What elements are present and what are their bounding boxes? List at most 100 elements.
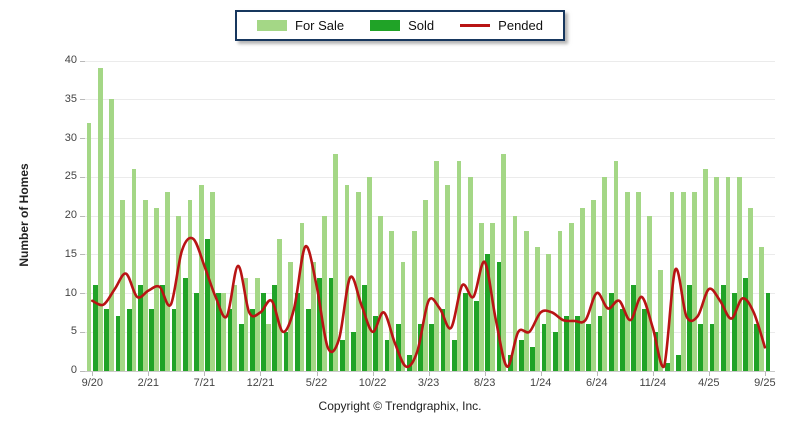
bar-for-sale [254, 277, 260, 371]
y-tick-mark [80, 293, 85, 294]
bar-sold [395, 324, 401, 371]
x-tick-label: 10/22 [358, 376, 387, 389]
bar-sold [676, 355, 681, 371]
bar-for-sale [243, 277, 249, 371]
bar-sold [698, 324, 704, 371]
bar-sold [250, 308, 255, 371]
y-tick-label: 20 [64, 209, 77, 221]
bar-for-sale [512, 215, 518, 371]
bar-sold [541, 324, 547, 371]
for-sale-swatch-icon [257, 20, 287, 31]
x-tick-mark [652, 371, 654, 376]
x-tick-mark [92, 371, 94, 376]
y-tick-label: 25 [64, 170, 77, 183]
bar-sold [193, 293, 199, 371]
legend: For Sale Sold Pended [235, 10, 565, 41]
bar-sold [485, 254, 491, 371]
bar-sold [205, 238, 210, 371]
x-tick-mark [596, 371, 598, 376]
x-tick-label: 6/24 [586, 376, 608, 389]
bar-for-sale [736, 176, 742, 371]
bar-for-sale [703, 169, 709, 371]
bar-sold [586, 324, 592, 371]
bar-sold [720, 285, 726, 371]
bar-for-sale [445, 184, 451, 371]
bar-for-sale [232, 285, 238, 371]
bar-for-sale [579, 207, 585, 371]
y-tick-mark [80, 176, 85, 178]
bar-for-sale [366, 176, 372, 371]
bar-for-sale [322, 215, 327, 371]
bar-for-sale [680, 192, 686, 371]
bar-for-sale [310, 262, 316, 371]
bar-for-sale [434, 161, 439, 371]
bar-for-sale [165, 192, 170, 371]
bar-sold [463, 293, 468, 371]
bar-sold [160, 285, 166, 371]
bar-sold [552, 331, 558, 371]
bar-for-sale [759, 246, 765, 371]
bar-for-sale [714, 176, 720, 371]
bar-for-sale [86, 122, 92, 371]
y-tick-label: 15 [64, 247, 77, 260]
legend-label-pended: Pended [498, 18, 543, 33]
bar-for-sale [602, 176, 608, 371]
bar-for-sale [120, 200, 126, 371]
x-tick-mark [708, 371, 710, 376]
bar-sold [631, 285, 636, 371]
bar-sold [238, 324, 244, 371]
bar-for-sale [333, 153, 339, 371]
bar-for-sale [748, 207, 753, 371]
legend-item-pended: Pended [460, 18, 543, 33]
bar-sold [687, 285, 693, 371]
gridline [85, 176, 775, 178]
bar-sold [350, 331, 356, 371]
bar-for-sale [176, 215, 182, 371]
bar-for-sale [344, 184, 350, 371]
bar-for-sale [153, 207, 159, 371]
x-tick-label: 9/25 [754, 376, 776, 389]
bar-sold [362, 285, 367, 371]
bar-for-sale [109, 99, 114, 371]
bar-for-sale [725, 176, 731, 371]
bar-sold [294, 293, 300, 371]
pended-line-icon [460, 24, 491, 27]
bar-sold [496, 262, 502, 371]
gridline [85, 99, 775, 101]
bar-for-sale [277, 238, 283, 371]
y-tick-label: 30 [64, 131, 77, 144]
y-tick-label: 0 [70, 364, 77, 376]
y-tick-label: 10 [64, 286, 77, 299]
y-tick-mark [80, 138, 85, 139]
bar-for-sale [523, 231, 529, 371]
x-tick-label: 5/22 [305, 376, 328, 389]
bar-for-sale [411, 231, 417, 371]
bar-for-sale [389, 231, 395, 371]
bar-sold [732, 293, 737, 371]
bar-for-sale [210, 192, 215, 371]
sold-swatch-icon [370, 20, 401, 31]
x-tick-label: 9/20 [81, 376, 103, 389]
bar-sold [261, 293, 267, 371]
bar-for-sale [467, 176, 473, 371]
bar-sold [317, 277, 323, 371]
gridline [85, 215, 775, 217]
x-tick-label: 8/23 [473, 376, 496, 389]
bar-for-sale [568, 223, 574, 371]
bar-for-sale [400, 262, 406, 371]
bar-sold [440, 308, 446, 371]
bar-sold [642, 308, 648, 371]
y-tick-label: 35 [64, 92, 77, 105]
x-tick-mark [148, 371, 150, 376]
bar-for-sale [535, 246, 540, 371]
legend-item-sold: Sold [370, 18, 434, 33]
bar-sold [418, 324, 423, 371]
x-tick-mark [260, 371, 262, 376]
y-tick-label: 5 [70, 325, 77, 338]
bar-sold [272, 285, 278, 371]
x-tick-label: 11/24 [639, 376, 667, 389]
bar-sold [137, 285, 143, 371]
bar-for-sale [456, 161, 462, 371]
